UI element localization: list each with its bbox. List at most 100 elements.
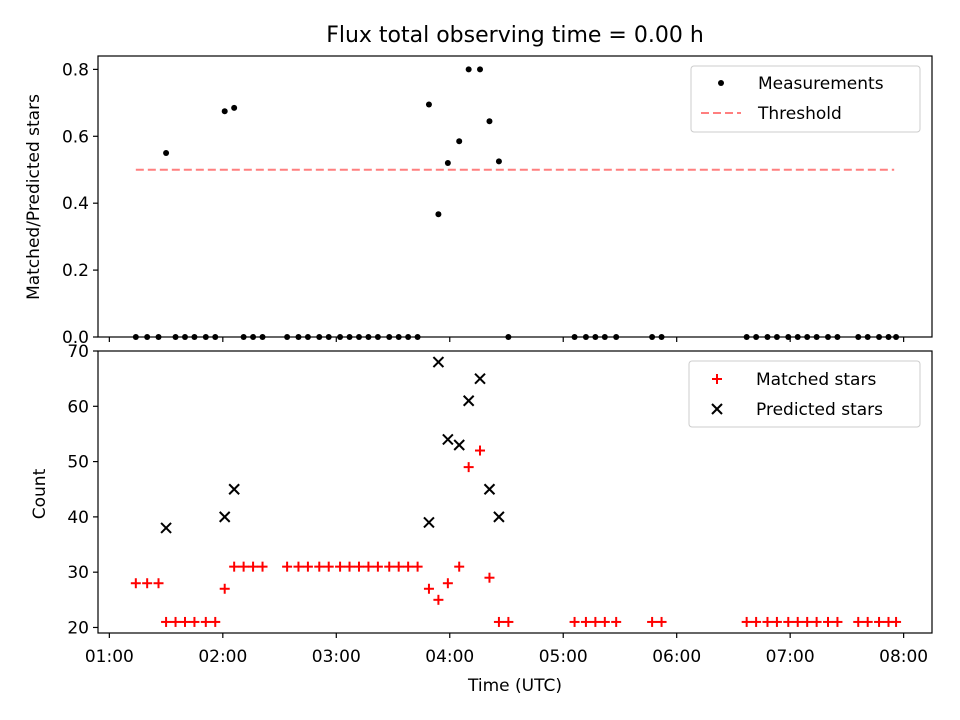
bottom-legend-box: [688, 360, 921, 428]
measurement-point: [172, 334, 179, 340]
measurement-point: [582, 334, 589, 340]
predicted-star-point: [442, 433, 454, 446]
measurement-point: [414, 334, 421, 340]
measurement-point: [202, 334, 209, 340]
measurement-point: [181, 334, 188, 340]
x-tick-label: 03:00: [312, 647, 361, 667]
measurement-point: [155, 334, 162, 340]
bottom-legend: Matched stars Predicted stars: [688, 360, 921, 428]
x-axis-label: Time (UTC): [467, 676, 562, 696]
measurement-point: [764, 334, 771, 340]
bottom-frame: [97, 350, 933, 634]
bottom-y-tick-label: 40: [67, 508, 89, 528]
matched-star-point: [248, 561, 259, 572]
measurement-point: [794, 334, 801, 340]
matched-star-point: [323, 561, 334, 572]
top-y-tick-label: 0.0: [62, 328, 89, 348]
matched-star-point: [751, 616, 762, 627]
matched-star-point: [580, 616, 591, 627]
measurement-point: [813, 334, 820, 340]
measurement-point: [231, 104, 238, 111]
measurement-point: [592, 334, 599, 340]
matched-star-point: [493, 616, 504, 627]
x-tick-label: 05:00: [539, 647, 588, 667]
matched-star-point: [862, 616, 873, 627]
matched-star-point: [832, 616, 843, 627]
matched-star-point: [599, 616, 610, 627]
matched-star-point: [762, 616, 773, 627]
matched-star-point: [802, 616, 813, 627]
measurement-point: [425, 101, 432, 108]
predicted-star-point: [432, 356, 445, 368]
measurement-point: [571, 334, 578, 340]
measurement-point: [386, 334, 393, 340]
measurement-point: [876, 334, 883, 340]
measurement-point: [250, 334, 257, 340]
bottom-y-tick-label: 20: [67, 618, 89, 638]
matched-star-point: [293, 561, 304, 572]
measurement-point: [365, 334, 372, 340]
matched-star-point: [189, 616, 200, 627]
predicted-star-point: [453, 439, 465, 451]
measurement-point: [259, 334, 266, 340]
matched-star-point: [412, 561, 423, 572]
measurement-point: [824, 334, 831, 340]
matched-star-point: [170, 616, 181, 627]
predicted-star-point: [423, 516, 435, 529]
measurement-point: [773, 334, 780, 340]
legend-measurements-label: Measurements: [758, 74, 884, 94]
measurement-point: [495, 158, 502, 165]
measurement-point: [785, 334, 792, 340]
legend-matched-marker: [712, 374, 722, 384]
matched-star-point: [454, 561, 465, 572]
top-y-axis-label: Matched/Predicted stars: [24, 94, 44, 300]
measurement-point: [316, 334, 323, 340]
matched-star-point: [433, 594, 444, 605]
matched-star-point: [822, 616, 833, 627]
matched-star-point: [302, 561, 313, 572]
x-tick-label: 06:00: [652, 647, 701, 667]
matched-star-point: [238, 561, 249, 572]
matched-star-point: [423, 583, 434, 594]
chart-title: Flux total observing time = 0.00 h: [326, 23, 704, 48]
predicted-star-point: [219, 511, 231, 523]
bottom-y-tick-label: 30: [67, 563, 89, 583]
top-y-tick-label: 0.2: [62, 261, 89, 281]
matched-star-point: [442, 578, 453, 589]
legend-matched-label: Matched stars: [756, 370, 876, 390]
x-tick-label: 01:00: [85, 647, 134, 667]
matched-star-point: [611, 616, 622, 627]
measurement-point: [601, 334, 608, 340]
matched-star-point: [130, 578, 141, 589]
matched-star-point: [282, 561, 293, 572]
legend-predicted-label: Predicted stars: [756, 400, 883, 420]
measurement-point: [864, 334, 871, 340]
legend-measurement-marker: [718, 80, 724, 86]
matched-star-point: [335, 561, 346, 572]
measurement-point: [444, 160, 451, 167]
matched-star-point: [314, 561, 325, 572]
measurement-point: [395, 334, 402, 340]
legend-threshold-label: Threshold: [757, 104, 842, 124]
matched-star-point: [656, 616, 667, 627]
matched-star-point: [771, 616, 782, 627]
predicted-star-point: [483, 483, 496, 495]
measurement-point: [456, 138, 463, 145]
measurement-point: [834, 334, 841, 340]
matched-star-point: [475, 445, 486, 456]
matched-star-point: [210, 616, 221, 627]
matched-star-point: [783, 616, 794, 627]
matched-star-point: [463, 462, 474, 473]
x-tick-label: 02:00: [198, 647, 247, 667]
measurement-point: [374, 334, 381, 340]
measurement-point: [144, 334, 151, 340]
measurement-point: [163, 150, 170, 157]
measurement-point: [337, 334, 344, 340]
measurement-point: [893, 334, 900, 340]
predicted-star-point: [493, 511, 505, 523]
measurement-point: [465, 66, 472, 73]
matched-star-point: [741, 616, 752, 627]
top-y-tick-label: 0.4: [62, 194, 89, 214]
matched-star-point: [363, 561, 374, 572]
matched-star-point: [142, 578, 153, 589]
